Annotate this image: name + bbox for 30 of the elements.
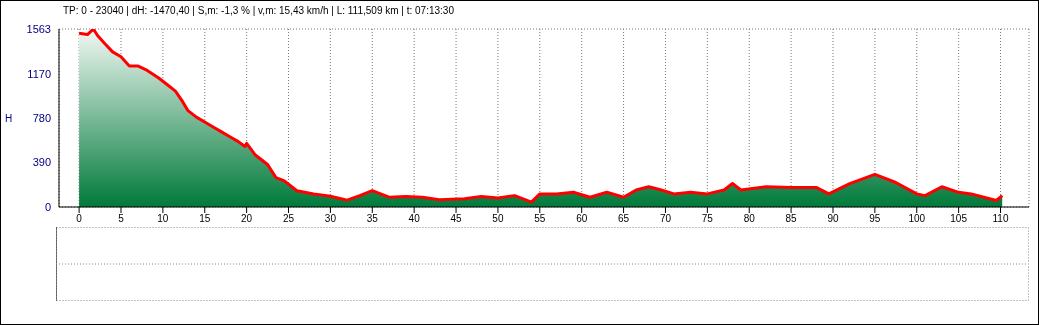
x-tick-label: 10 <box>157 213 169 225</box>
x-tick-label: 90 <box>827 213 839 225</box>
x-tick-label: 60 <box>576 213 588 225</box>
y-tick-label: 1563 <box>26 22 51 35</box>
x-tick-label: 25 <box>282 213 295 225</box>
x-tick-label: 80 <box>743 213 756 225</box>
x-tick-label: 55 <box>534 213 546 225</box>
x-tick-label: 5 <box>118 213 125 225</box>
x-tick-label: 85 <box>785 213 798 225</box>
chart-title: TP: 0 - 23040 | dH: -1470,40 | S,m: -1,3 % | v,m: 15,43 km/h | L: 111,509 km | t: 07:13:30 <box>63 5 454 16</box>
x-tick-label: 50 <box>492 213 504 225</box>
x-tick-label: 20 <box>241 213 253 225</box>
y-tick-label: 1170 <box>27 67 51 80</box>
x-tick-label: 70 <box>659 213 672 225</box>
x-tick-label: 105 <box>950 213 968 225</box>
y-tick-label: 780 <box>32 112 51 125</box>
x-tick-label: 35 <box>366 213 379 225</box>
x-tick-label: 110 <box>992 213 1009 225</box>
x-tick-label: 40 <box>408 213 421 225</box>
y-tick-label: 0 <box>44 200 51 213</box>
x-tick-label: 45 <box>450 213 463 225</box>
x-tick-label: 15 <box>199 213 211 225</box>
x-tick-label: 100 <box>908 213 926 225</box>
y-tick-label: 390 <box>32 156 51 169</box>
x-tick-label: 30 <box>324 213 337 225</box>
x-tick-label: 75 <box>701 213 714 225</box>
y-axis-title: H <box>5 112 13 124</box>
x-tick-label: 65 <box>618 213 630 225</box>
x-tick-label: 95 <box>869 213 881 225</box>
x-tick-label: 0 <box>76 213 83 225</box>
